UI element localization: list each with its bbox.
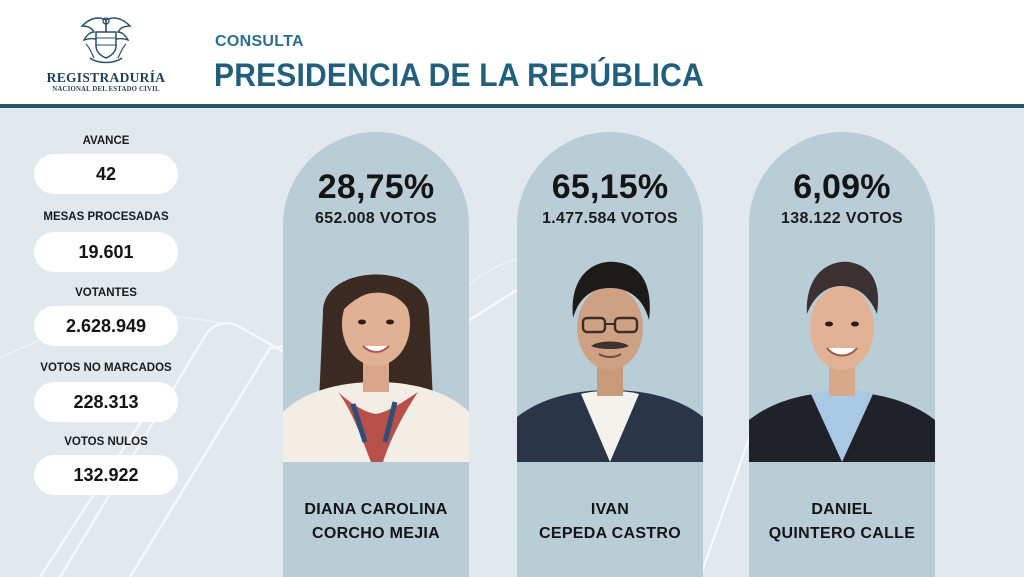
candidate-votes: 138.122 VOTOS [781, 210, 903, 227]
stat-value-votos-no-marcados: 228.313 [34, 382, 178, 422]
candidate-name: DANIEL QUINTERO CALLE [749, 498, 935, 546]
coat-of-arms-icon [80, 17, 132, 64]
results-panel: AVANCE 42 MESAS PROCESADAS 19.601 VOTANT… [0, 108, 1024, 577]
page-subtitle: CONSULTA [215, 33, 304, 50]
candidate-name-line2: CEPEDA CASTRO [539, 525, 681, 542]
candidate-name-line1: IVAN [590, 501, 630, 518]
candidate-name-line2: QUINTERO CALLE [768, 525, 916, 542]
header-divider [0, 104, 1024, 108]
candidate-card-ivan-cepeda: 65,15% 1.477.584 VOTOS IVAN CEPEDA CASTR… [517, 132, 703, 577]
candidate-portrait-icon [517, 242, 703, 462]
candidate-card-diana-corcho: 28,75% 652.008 VOTOS DIANA CAROLINA CORC… [283, 132, 469, 577]
stat-value-avance: 42 [34, 154, 178, 194]
stat-label-votos-no-marcados: VOTOS NO MARCADOS [40, 362, 172, 374]
candidate-portrait-icon [749, 242, 935, 462]
stat-value-votantes: 2.628.949 [34, 306, 178, 346]
stat-label-votantes: VOTANTES [75, 287, 137, 299]
stat-label-avance: AVANCE [82, 135, 130, 147]
candidate-percent: 6,09% [793, 168, 891, 206]
candidate-card-daniel-quintero: 6,09% 138.122 VOTOS DANIEL QUINTERO CALL… [749, 132, 935, 577]
candidate-votes: 1.477.584 VOTOS [542, 210, 678, 227]
stat-label-mesas-procesadas: MESAS PROCESADAS [43, 211, 169, 223]
logo-name: REGISTRADURÍA [46, 70, 166, 85]
candidate-name-line1: DIANA CAROLINA [304, 501, 448, 518]
candidate-votes: 652.008 VOTOS [315, 210, 437, 227]
candidate-name-line1: DANIEL [811, 501, 873, 518]
candidate-name-line2: CORCHO MEJIA [311, 525, 441, 542]
stat-value-mesas-procesadas: 19.601 [34, 232, 178, 272]
page-title: PRESIDENCIA DE LA REPÚBLICA [214, 58, 704, 94]
candidate-percent: 28,75% [317, 168, 435, 206]
stat-label-votos-nulos: VOTOS NULOS [64, 436, 148, 448]
registraduria-logo: REGISTRADURÍA NACIONAL DEL ESTADO CIVIL [40, 14, 172, 94]
candidate-percent: 65,15% [551, 168, 669, 206]
header: REGISTRADURÍA NACIONAL DEL ESTADO CIVIL … [0, 0, 1024, 107]
stat-value-votos-nulos: 132.922 [34, 455, 178, 495]
candidate-portrait-icon [283, 242, 469, 462]
logo-subtitle: NACIONAL DEL ESTADO CIVIL [52, 86, 160, 93]
candidate-name: DIANA CAROLINA CORCHO MEJIA [283, 498, 469, 546]
candidate-name: IVAN CEPEDA CASTRO [517, 498, 703, 546]
